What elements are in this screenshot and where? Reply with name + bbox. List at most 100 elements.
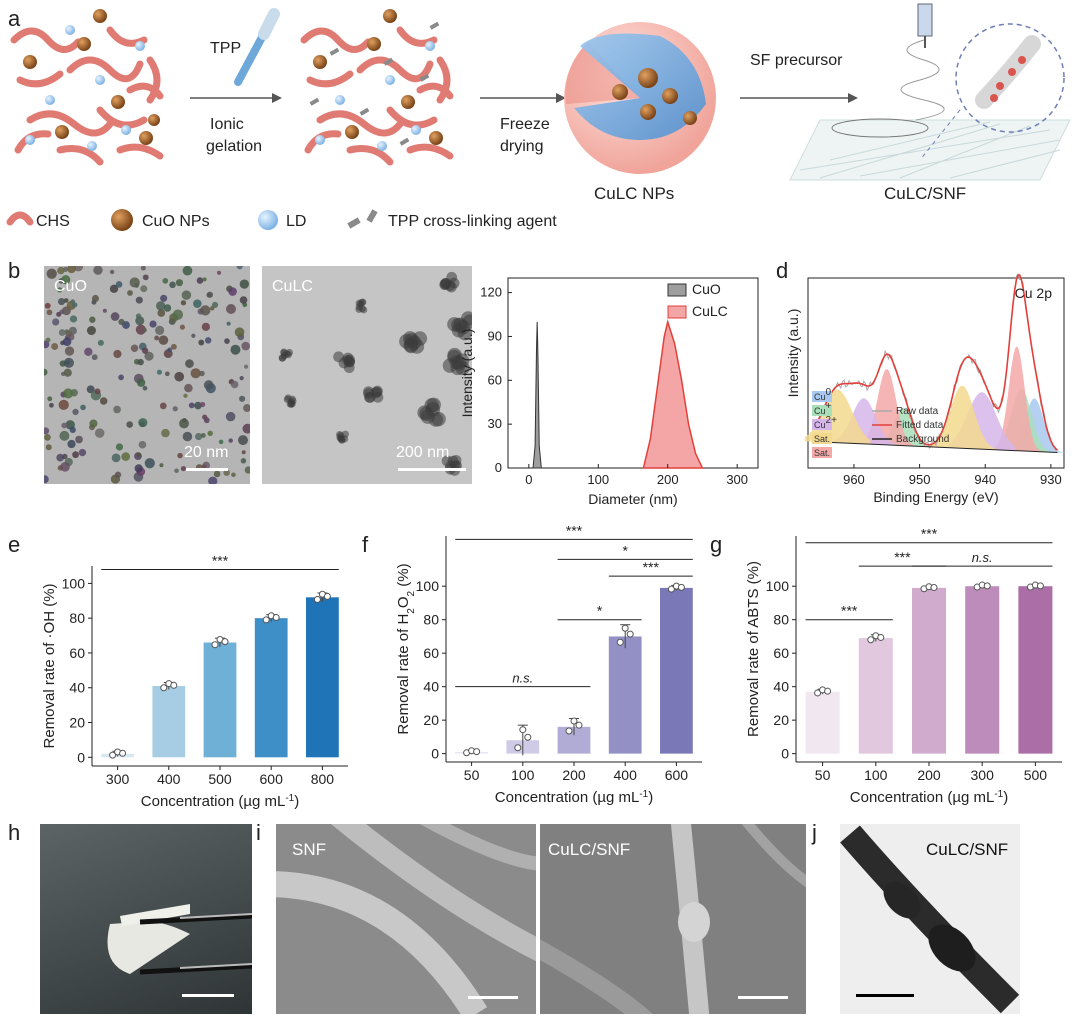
panel-label-f: f: [362, 532, 369, 557]
x-tick-label: 50: [815, 767, 831, 783]
nanoparticle: [114, 471, 122, 478]
y-tick-label: 40: [423, 679, 439, 695]
legend-label: Cu+: [814, 401, 832, 417]
nanoparticle: [62, 266, 69, 273]
nanoparticle: [203, 380, 214, 390]
nanoparticle: [155, 325, 165, 335]
legend-swatch: [812, 447, 832, 458]
data-point: [519, 726, 527, 734]
nanoparticle: [70, 299, 76, 304]
ld-particles-2: [315, 41, 435, 151]
nanoparticle: [94, 428, 105, 438]
nanoparticle: [86, 326, 96, 336]
nanoparticle: [198, 339, 205, 346]
ld-legend-label: LD: [286, 213, 307, 230]
y-tick-label: 80: [423, 612, 439, 628]
nanoparticle: [239, 279, 249, 289]
x-axis-label: Concentration (µg mL-1): [495, 789, 653, 807]
nanoparticle: [403, 338, 419, 354]
nanoparticle: [135, 324, 146, 335]
nanoparticle: [44, 434, 51, 441]
x-tick-label: 600: [665, 767, 689, 783]
nanoparticle: [56, 453, 65, 462]
x-axis-label: Binding Energy (eV): [873, 489, 998, 505]
nanoparticle: [52, 318, 60, 326]
nanoparticle: [193, 299, 202, 308]
bar: [858, 638, 893, 754]
gelation-label: gelation: [206, 138, 263, 155]
nanoparticle: [58, 399, 69, 410]
nanoparticle: [91, 354, 98, 361]
tem-image-culc-snf-fiber: CuLC/SNF: [840, 824, 1020, 1014]
cuo-particles-1: [23, 9, 160, 145]
x-tick-label: 300: [971, 767, 995, 783]
nanoparticle: [138, 440, 147, 449]
nanoparticle: [44, 368, 48, 376]
nanoparticle: [154, 335, 160, 341]
data-point: [473, 748, 481, 756]
y-tick-label: 80: [773, 612, 789, 628]
nanoparticle: [343, 362, 355, 374]
nanoparticle: [242, 423, 250, 434]
nanoparticle: [93, 266, 103, 275]
nanoparticle: [45, 337, 51, 343]
panel-label-b: b: [8, 258, 21, 283]
nanoparticle: [142, 327, 147, 333]
nanoparticle: [72, 408, 79, 416]
nanoparticle: [68, 326, 77, 335]
nanoparticle: [109, 269, 115, 275]
nanoparticle: [109, 284, 119, 294]
nanoparticle: [241, 450, 246, 455]
chart-h2o2-removal: 50 100 200 400 600 0 20 40 60 80 100 Concentration …: [395, 522, 702, 807]
bar: [306, 597, 339, 758]
data-point: [170, 681, 178, 689]
data-point: [575, 721, 583, 729]
data-point: [877, 633, 885, 641]
chitosan-legend-icon: [6, 211, 34, 226]
nanoparticle: [142, 385, 148, 391]
nanoparticle: [91, 294, 99, 302]
nanoparticle: [44, 475, 49, 484]
background-line: [814, 441, 1058, 454]
nanoparticle: [161, 428, 170, 438]
nanoparticle: [164, 371, 170, 377]
sf-precursor-label: SF precursor: [750, 52, 843, 69]
x-tick-label: 600: [260, 771, 284, 787]
nanoparticle: [194, 401, 202, 410]
x-tick-label: 800: [311, 771, 335, 787]
nanoparticle: [239, 376, 244, 381]
scale-bar: [182, 994, 234, 997]
nanoparticle: [185, 359, 194, 368]
nanoparticle: [65, 360, 70, 365]
nanoparticle: [138, 418, 148, 428]
cuo-particles-2: [313, 9, 443, 145]
tem-image-culc: CuLC 200 nm: [262, 266, 472, 484]
y-axis-label: Removal rate of ·OH (%): [41, 583, 58, 748]
y-tick-label: 60: [773, 645, 789, 661]
scale-bar: [738, 996, 788, 999]
nanoparticle: [73, 266, 84, 272]
nanoparticle: [231, 472, 236, 478]
data-point: [667, 585, 675, 593]
panel-label-h: h: [8, 820, 21, 845]
nanoparticle: [62, 453, 68, 460]
nanoparticle: [136, 452, 142, 458]
panel-label-e: e: [8, 532, 21, 557]
tpp-legend-label: TPP cross-linking agent: [388, 213, 557, 230]
nanoparticle: [44, 302, 51, 309]
nanoparticle: [234, 327, 245, 338]
tem-cuo-label: CuO: [54, 278, 87, 295]
x-tick-label: 200: [657, 472, 679, 487]
legend-swatch: [667, 283, 687, 297]
nanoparticle: [126, 421, 134, 428]
nanoparticle: [59, 360, 67, 367]
y-tick-label: 20: [69, 715, 85, 731]
nanoparticle: [225, 411, 236, 422]
fit-component: [1001, 398, 1068, 453]
nanoparticle: [191, 333, 196, 338]
tem-culc-scale-label: 200 nm: [396, 444, 450, 461]
nanoparticle: [207, 430, 213, 437]
nanoparticle: [228, 287, 237, 296]
nanoparticle: [62, 337, 72, 347]
bar: [660, 587, 693, 754]
